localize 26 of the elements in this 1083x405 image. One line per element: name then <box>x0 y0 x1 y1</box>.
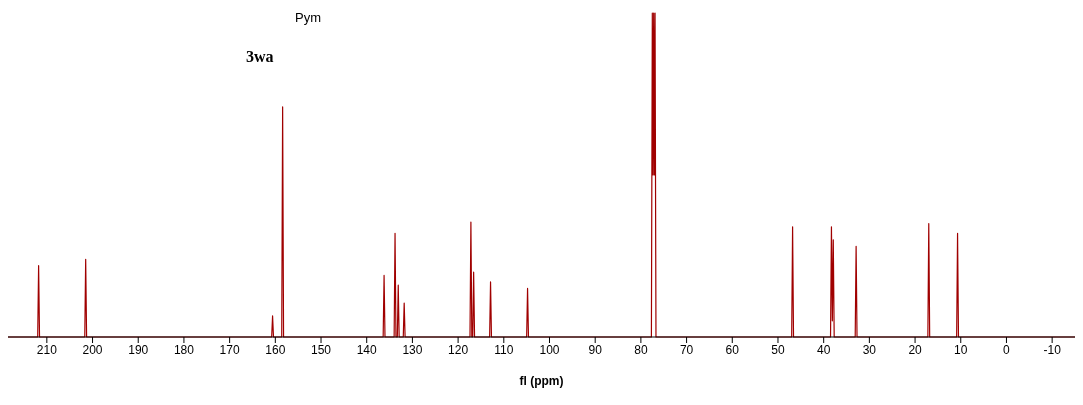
x-tick-label: 200 <box>82 342 103 357</box>
x-tick-label: -10 <box>1043 342 1062 357</box>
x-tick-label: 180 <box>173 342 195 357</box>
x-tick-label: 90 <box>588 342 603 357</box>
x-axis-title: fl (ppm) <box>519 374 564 388</box>
x-tick-label: 0 <box>1003 342 1011 357</box>
x-tick-label: 190 <box>128 342 149 357</box>
x-tick-label: 170 <box>219 342 240 357</box>
x-tick-label: 50 <box>771 342 785 357</box>
x-tick-label: 20 <box>908 342 923 357</box>
x-tick-label: 10 <box>954 342 968 357</box>
x-tick-label: 40 <box>816 342 831 357</box>
x-tick-label: 110 <box>494 342 514 357</box>
x-tick-label: 140 <box>356 342 378 357</box>
x-tick-label: 120 <box>448 342 469 357</box>
x-tick-label: 60 <box>725 342 740 357</box>
x-tick-label: 80 <box>634 342 648 357</box>
x-tick-label: 150 <box>311 342 332 357</box>
x-tick-label: 130 <box>402 342 423 357</box>
x-tick-label: 70 <box>679 342 694 357</box>
x-tick-label: 100 <box>539 342 560 357</box>
x-tick-label: 30 <box>862 342 877 357</box>
annotation: Pym <box>295 10 321 25</box>
x-tick-label: 210 <box>36 342 58 357</box>
annotation: 3wa <box>246 48 274 66</box>
x-tick-label: 160 <box>265 342 286 357</box>
